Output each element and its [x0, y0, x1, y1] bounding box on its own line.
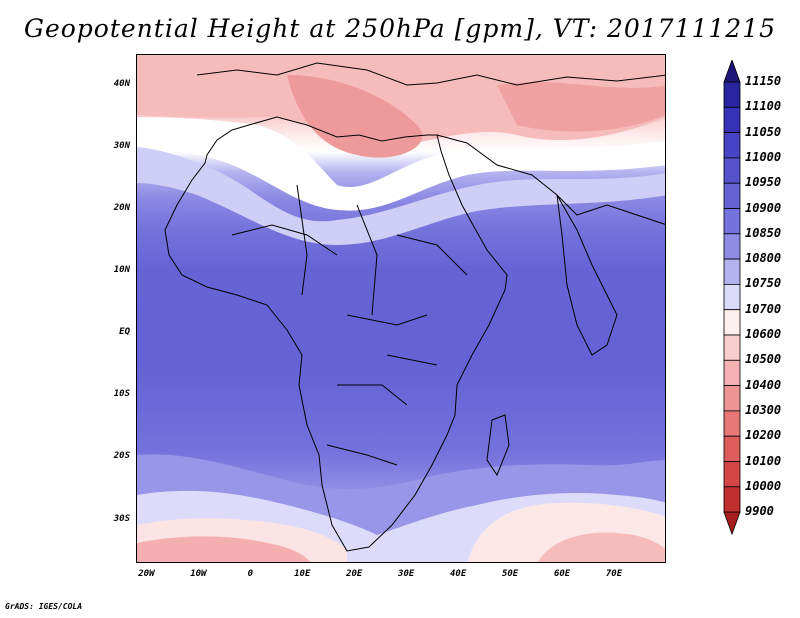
colorbar-level-label: 10300: [745, 402, 782, 417]
colorbar-segment: [723, 182, 741, 209]
low-core-south-west: [137, 536, 311, 562]
colorbar-level-label: 9900: [745, 504, 774, 519]
colorbar-level-label: 10950: [745, 175, 782, 190]
colorbar-segment: [723, 461, 741, 488]
lon-tick-label: 20W: [138, 569, 155, 579]
colorbar-top-arrow: [723, 60, 741, 83]
lon-tick-label: 20E: [346, 569, 363, 579]
lon-tick-label: 10W: [190, 569, 207, 579]
colorbar-level-label: 11150: [745, 74, 782, 88]
coastlines: [164, 62, 665, 552]
colorbar-segment: [723, 359, 741, 386]
colorbar-level-label: 10800: [745, 251, 782, 266]
lat-tick-label: 30N: [113, 141, 130, 152]
india-coast: [556, 194, 618, 356]
colorbar-segment: [723, 486, 741, 513]
colorbar-level-label: 10200: [745, 428, 782, 443]
lat-tick-label: 20N: [113, 203, 130, 214]
transition-band-north: [137, 147, 665, 245]
colorbar-level-label: 10100: [745, 453, 782, 468]
lon-tick-label: 10E: [294, 569, 311, 579]
madagascar-coast: [486, 414, 510, 477]
colorbar-level-label: 11000: [745, 149, 782, 164]
colorbar-segment: [723, 157, 741, 184]
colorbar-level-label: 11050: [745, 124, 782, 139]
chart-title: Geopotential Height at 250hPa [gpm], VT:…: [23, 14, 777, 43]
lon-tick-label: 40E: [450, 569, 467, 579]
colorbar-segment: [723, 208, 741, 235]
colorbar-level-label: 10700: [745, 301, 782, 316]
colorbar-segment: [723, 283, 741, 311]
colorbar-segment: [723, 233, 741, 260]
colorbar-level-label: 10000: [745, 478, 782, 493]
mid-band-north: [137, 117, 665, 211]
low-core-south-east: [538, 532, 665, 562]
colorbar-segment: [723, 309, 741, 336]
colorbar-level-label: 10850: [745, 225, 782, 240]
lon-tick-label: 60E: [553, 569, 571, 579]
colorbar-segment: [723, 435, 741, 462]
colorbar-segment: [723, 258, 741, 285]
colorbar-level-label: 10600: [745, 327, 782, 341]
lon-tick-label: 50E: [501, 569, 519, 579]
colorbar-segment: [723, 106, 741, 133]
high-core-arabia: [497, 82, 665, 132]
africa-coast: [164, 116, 508, 552]
colorbar-segment: [723, 132, 741, 159]
lon-tick-label: 70E: [605, 569, 623, 579]
colorbar-segment: [723, 385, 741, 412]
high-core-mediterranean: [287, 75, 423, 158]
lat-tick-label: 20S: [113, 451, 130, 462]
lat-tick-label: 10S: [113, 389, 130, 400]
colorbar: [723, 60, 741, 536]
lat-tick-label: 30S: [113, 513, 130, 524]
colorbar-bottom-arrow: [723, 511, 741, 536]
colorbar-segment: [723, 334, 741, 361]
lon-tick-label: 30E: [398, 569, 415, 579]
footer-credit: GrADS: IGES/COLA: [5, 602, 83, 611]
colorbar-segment: [723, 410, 741, 437]
height-field-map: [137, 55, 665, 562]
colorbar-level-label: 10400: [745, 377, 782, 392]
colorbar-level-label: 10500: [745, 352, 782, 367]
map-panel: [136, 54, 666, 563]
colorbar-level-label: 11100: [745, 99, 782, 114]
colorbar-level-label: 10900: [745, 200, 782, 215]
europe-coast: [196, 62, 665, 86]
lon-tick-label: 0: [247, 569, 254, 579]
country-borders: [231, 184, 468, 466]
lat-tick-label: EQ: [119, 327, 130, 338]
colorbar-segment: [723, 81, 741, 108]
colorbar-level-label: 10750: [745, 276, 782, 291]
lat-tick-label: 10N: [113, 265, 130, 276]
lat-tick-label: 40N: [113, 79, 130, 90]
